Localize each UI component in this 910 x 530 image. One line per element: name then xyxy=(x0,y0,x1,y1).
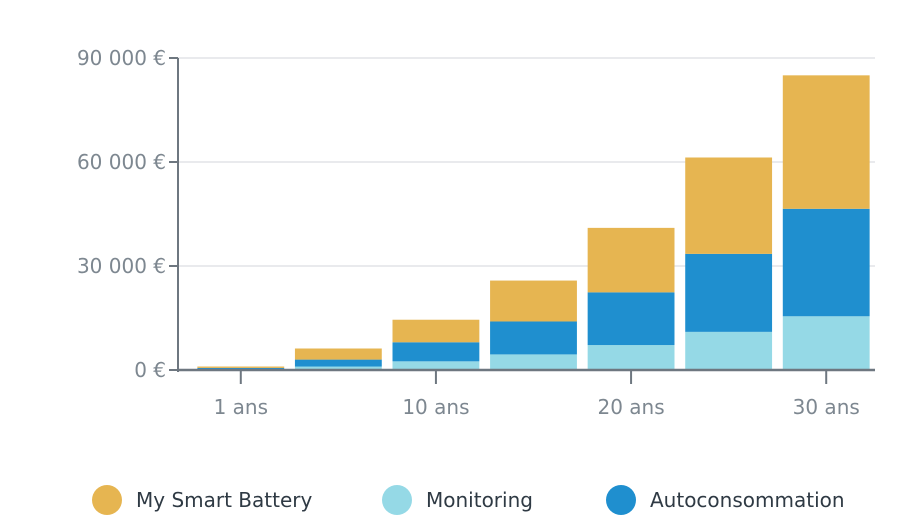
x-tick-label-30: 30 ans xyxy=(793,395,860,419)
bar-my-smart-battery-10 xyxy=(392,319,480,343)
legend-label-monitoring: Monitoring xyxy=(426,488,533,512)
legend-swatch-monitoring xyxy=(382,485,412,515)
bar-my-smart-battery-20 xyxy=(587,227,675,293)
bar-monitoring-10 xyxy=(392,361,480,370)
legend-item-my-smart-battery[interactable]: My Smart Battery xyxy=(92,478,312,522)
bar-monitoring-15 xyxy=(490,354,577,370)
legend-swatch-autoconsommation xyxy=(606,485,636,515)
bar-my-smart-battery-30 xyxy=(782,75,870,209)
x-ticks: 1 ans 10 ans 20 ans 30 ans xyxy=(214,370,860,419)
bar-autoconsommation-30 xyxy=(782,208,870,317)
y-tick-label-90000: 90 000 € xyxy=(77,46,166,70)
legend-label-autoconsommation: Autoconsommation xyxy=(650,488,845,512)
bar-autoconsommation-20 xyxy=(587,292,675,346)
axes xyxy=(177,58,875,372)
legend-item-monitoring[interactable]: Monitoring xyxy=(382,478,533,522)
x-tick-label-10: 10 ans xyxy=(402,395,469,419)
stacked-bar-chart: 0 € 30 000 € 60 000 € 90 000 € 1 ans 10 ans 2… xyxy=(77,46,875,419)
legend-item-autoconsommation[interactable]: Autoconsommation xyxy=(606,478,845,522)
bar-autoconsommation-25 xyxy=(685,253,773,332)
bar-monitoring-25 xyxy=(685,331,773,370)
bar-my-smart-battery-1 xyxy=(197,366,285,368)
legend-label-my-smart-battery: My Smart Battery xyxy=(136,488,313,512)
bar-monitoring-5 xyxy=(294,366,382,370)
x-tick-label-1: 1 ans xyxy=(214,395,268,419)
bar-autoconsommation-10 xyxy=(392,342,480,362)
legend-swatch-my-smart-battery xyxy=(92,485,122,515)
y-tick-label-30000: 30 000 € xyxy=(77,254,166,278)
bar-my-smart-battery-15 xyxy=(490,280,577,322)
bar-autoconsommation-5 xyxy=(294,359,382,367)
legend: My Smart Battery Monitoring Autoconsomma… xyxy=(0,478,910,522)
bar-monitoring-20 xyxy=(587,345,675,370)
y-tick-label-60000: 60 000 € xyxy=(77,150,166,174)
bar-autoconsommation-15 xyxy=(490,321,577,355)
x-tick-label-20: 20 ans xyxy=(597,395,664,419)
bars xyxy=(197,75,870,370)
bar-my-smart-battery-5 xyxy=(294,348,382,360)
bar-monitoring-30 xyxy=(782,316,870,370)
y-tick-label-0: 0 € xyxy=(134,358,166,382)
bar-autoconsommation-1 xyxy=(197,367,285,369)
y-ticks: 0 € 30 000 € 60 000 € 90 000 € xyxy=(77,46,178,382)
bar-my-smart-battery-25 xyxy=(685,157,773,254)
